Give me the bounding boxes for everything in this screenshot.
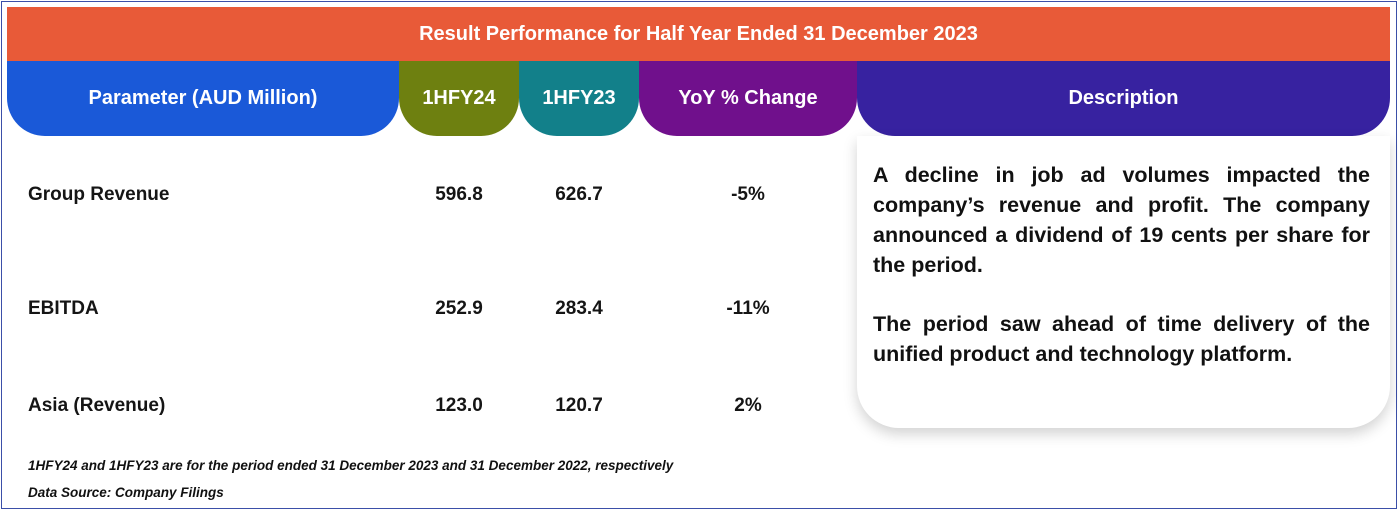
page-title: Result Performance for Half Year Ended 3… [7,7,1390,61]
header-yoy-change: YoY % Change [639,61,857,136]
row-ebitda-yoy: -11% [726,298,770,319]
row-asia-revenue-1hfy24: 123.0 [435,395,483,416]
row-group-revenue-1hfy24: 596.8 [435,184,483,205]
row-asia-revenue-1hfy23: 120.7 [555,395,603,416]
row-group-revenue-label: Group Revenue [28,184,170,205]
footnote-source: Data Source: Company Filings [28,485,224,500]
row-asia-revenue-label: Asia (Revenue) [28,395,166,416]
description-paragraph-1: A decline in job ad volumes impacted the… [873,163,1370,277]
row-group-revenue-yoy: -5% [731,184,765,205]
row-asia-revenue-yoy: 2% [734,395,762,416]
description-paragraph-2: The period saw ahead of time delivery of… [873,312,1370,366]
row-ebitda-1hfy23: 283.4 [555,298,603,319]
header-1hfy24: 1HFY24 [399,61,519,136]
row-group-revenue-1hfy23: 626.7 [555,184,603,205]
header-description: Description [857,61,1390,136]
row-ebitda-label: EBITDA [28,298,99,319]
header-1hfy23: 1HFY23 [519,61,639,136]
header-parameter: Parameter (AUD Million) [7,61,399,136]
description-body: A decline in job ad volumes impacted the… [873,160,1370,369]
description-card [857,136,1390,428]
footnote-period: 1HFY24 and 1HFY23 are for the period end… [28,458,674,473]
row-ebitda-1hfy24: 252.9 [435,298,483,319]
